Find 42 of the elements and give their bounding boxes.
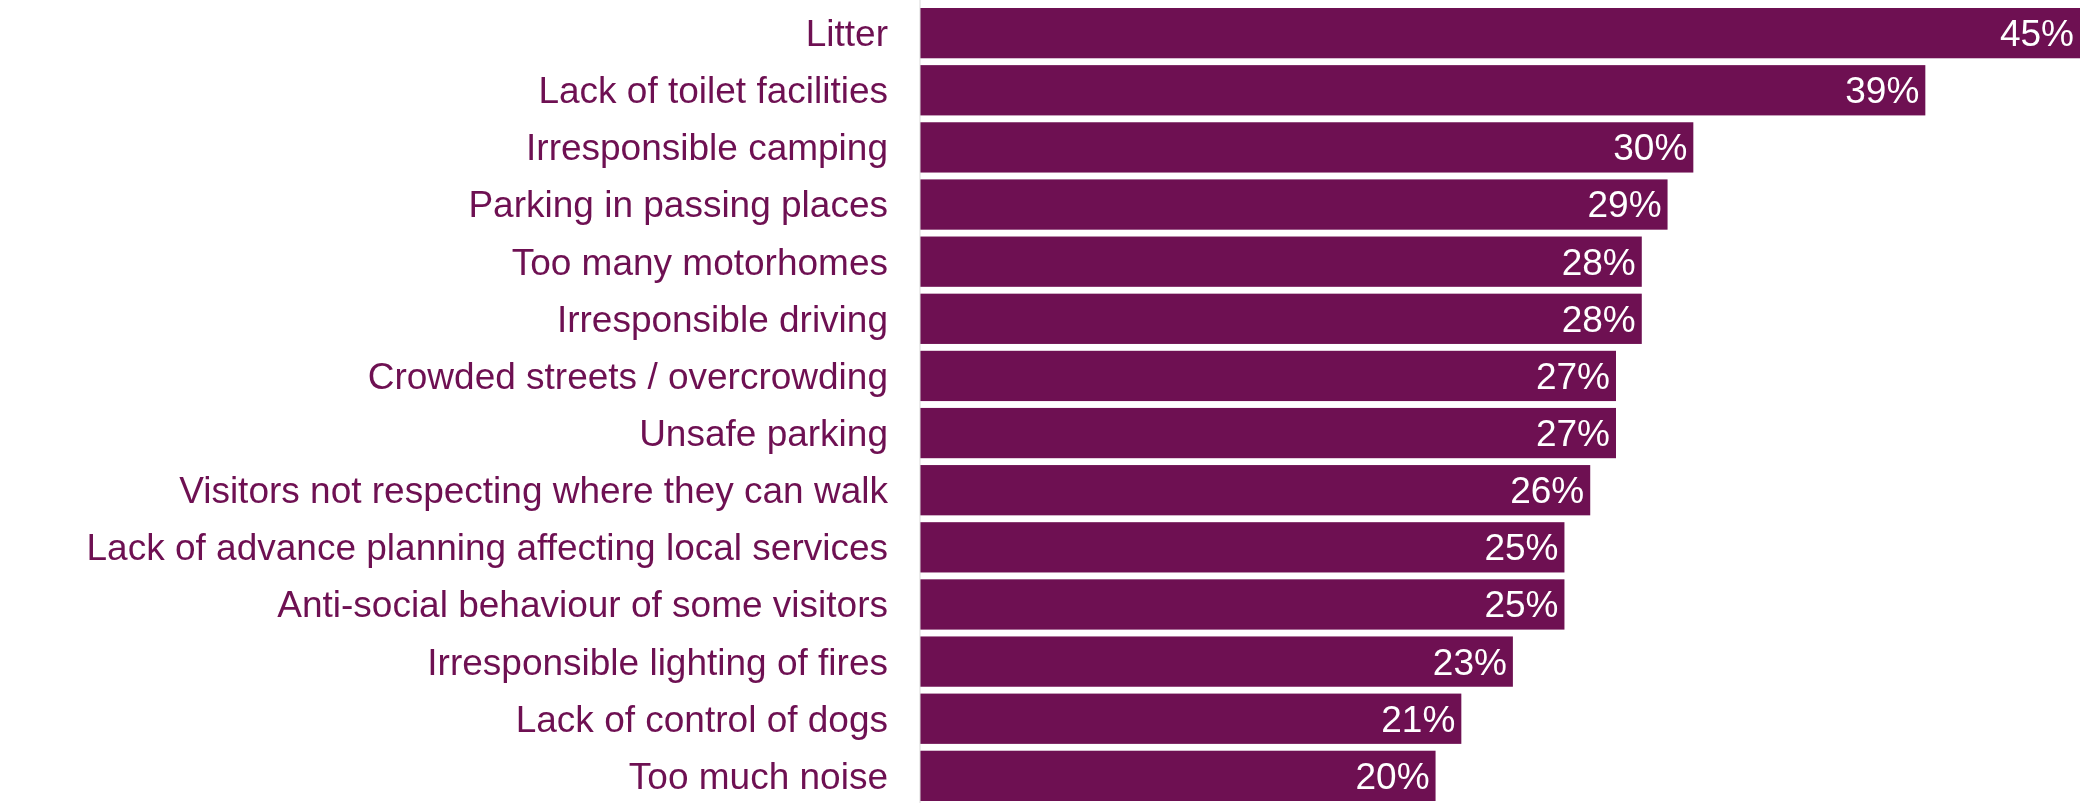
data-label: 26% <box>1510 470 1585 512</box>
bar <box>920 579 1565 630</box>
data-label: 27% <box>1535 355 1610 397</box>
bar <box>920 236 1642 287</box>
bar <box>920 179 1668 230</box>
data-label: 21% <box>1381 698 1456 740</box>
bar <box>920 122 1694 173</box>
data-label: 20% <box>1355 755 1430 797</box>
bar <box>920 8 2080 59</box>
y-tick-label: Visitors not respecting where they can walk <box>179 470 889 512</box>
bar <box>920 750 1436 801</box>
data-label: 28% <box>1561 241 1636 283</box>
bar <box>920 465 1591 516</box>
data-label: 28% <box>1561 298 1636 340</box>
y-tick-label: Irresponsible lighting of fires <box>427 641 888 683</box>
bar <box>920 65 1926 116</box>
data-label: 23% <box>1432 641 1507 683</box>
data-label: 25% <box>1484 584 1559 626</box>
data-label: 45% <box>1999 13 2074 55</box>
y-tick-label: Irresponsible driving <box>556 298 888 340</box>
data-label: 30% <box>1613 127 1688 169</box>
data-label: 39% <box>1845 70 1920 112</box>
y-tick-label: Unsafe parking <box>639 413 888 455</box>
data-label: 25% <box>1484 527 1559 569</box>
y-tick-label: Irresponsible camping <box>526 127 888 169</box>
y-tick-label: Too many motorhomes <box>511 241 888 283</box>
y-tick-label: Litter <box>805 13 888 55</box>
data-label: 29% <box>1587 184 1662 226</box>
y-tick-label: Crowded streets / overcrowding <box>367 355 888 397</box>
bar <box>920 293 1642 344</box>
y-tick-label: Too much noise <box>628 755 888 797</box>
y-tick-label: Lack of control of dogs <box>515 698 888 740</box>
y-tick-label: Parking in passing places <box>468 184 888 226</box>
y-tick-label: Anti-social behaviour of some visitors <box>277 584 888 626</box>
bar <box>920 350 1616 402</box>
bar <box>920 636 1513 687</box>
bar <box>920 407 1616 459</box>
data-label: 27% <box>1535 413 1610 455</box>
y-tick-label: Lack of toilet facilities <box>538 70 888 112</box>
bar <box>920 693 1462 744</box>
y-tick-label: Lack of advance planning affecting local services <box>86 527 888 569</box>
bar <box>920 522 1565 573</box>
